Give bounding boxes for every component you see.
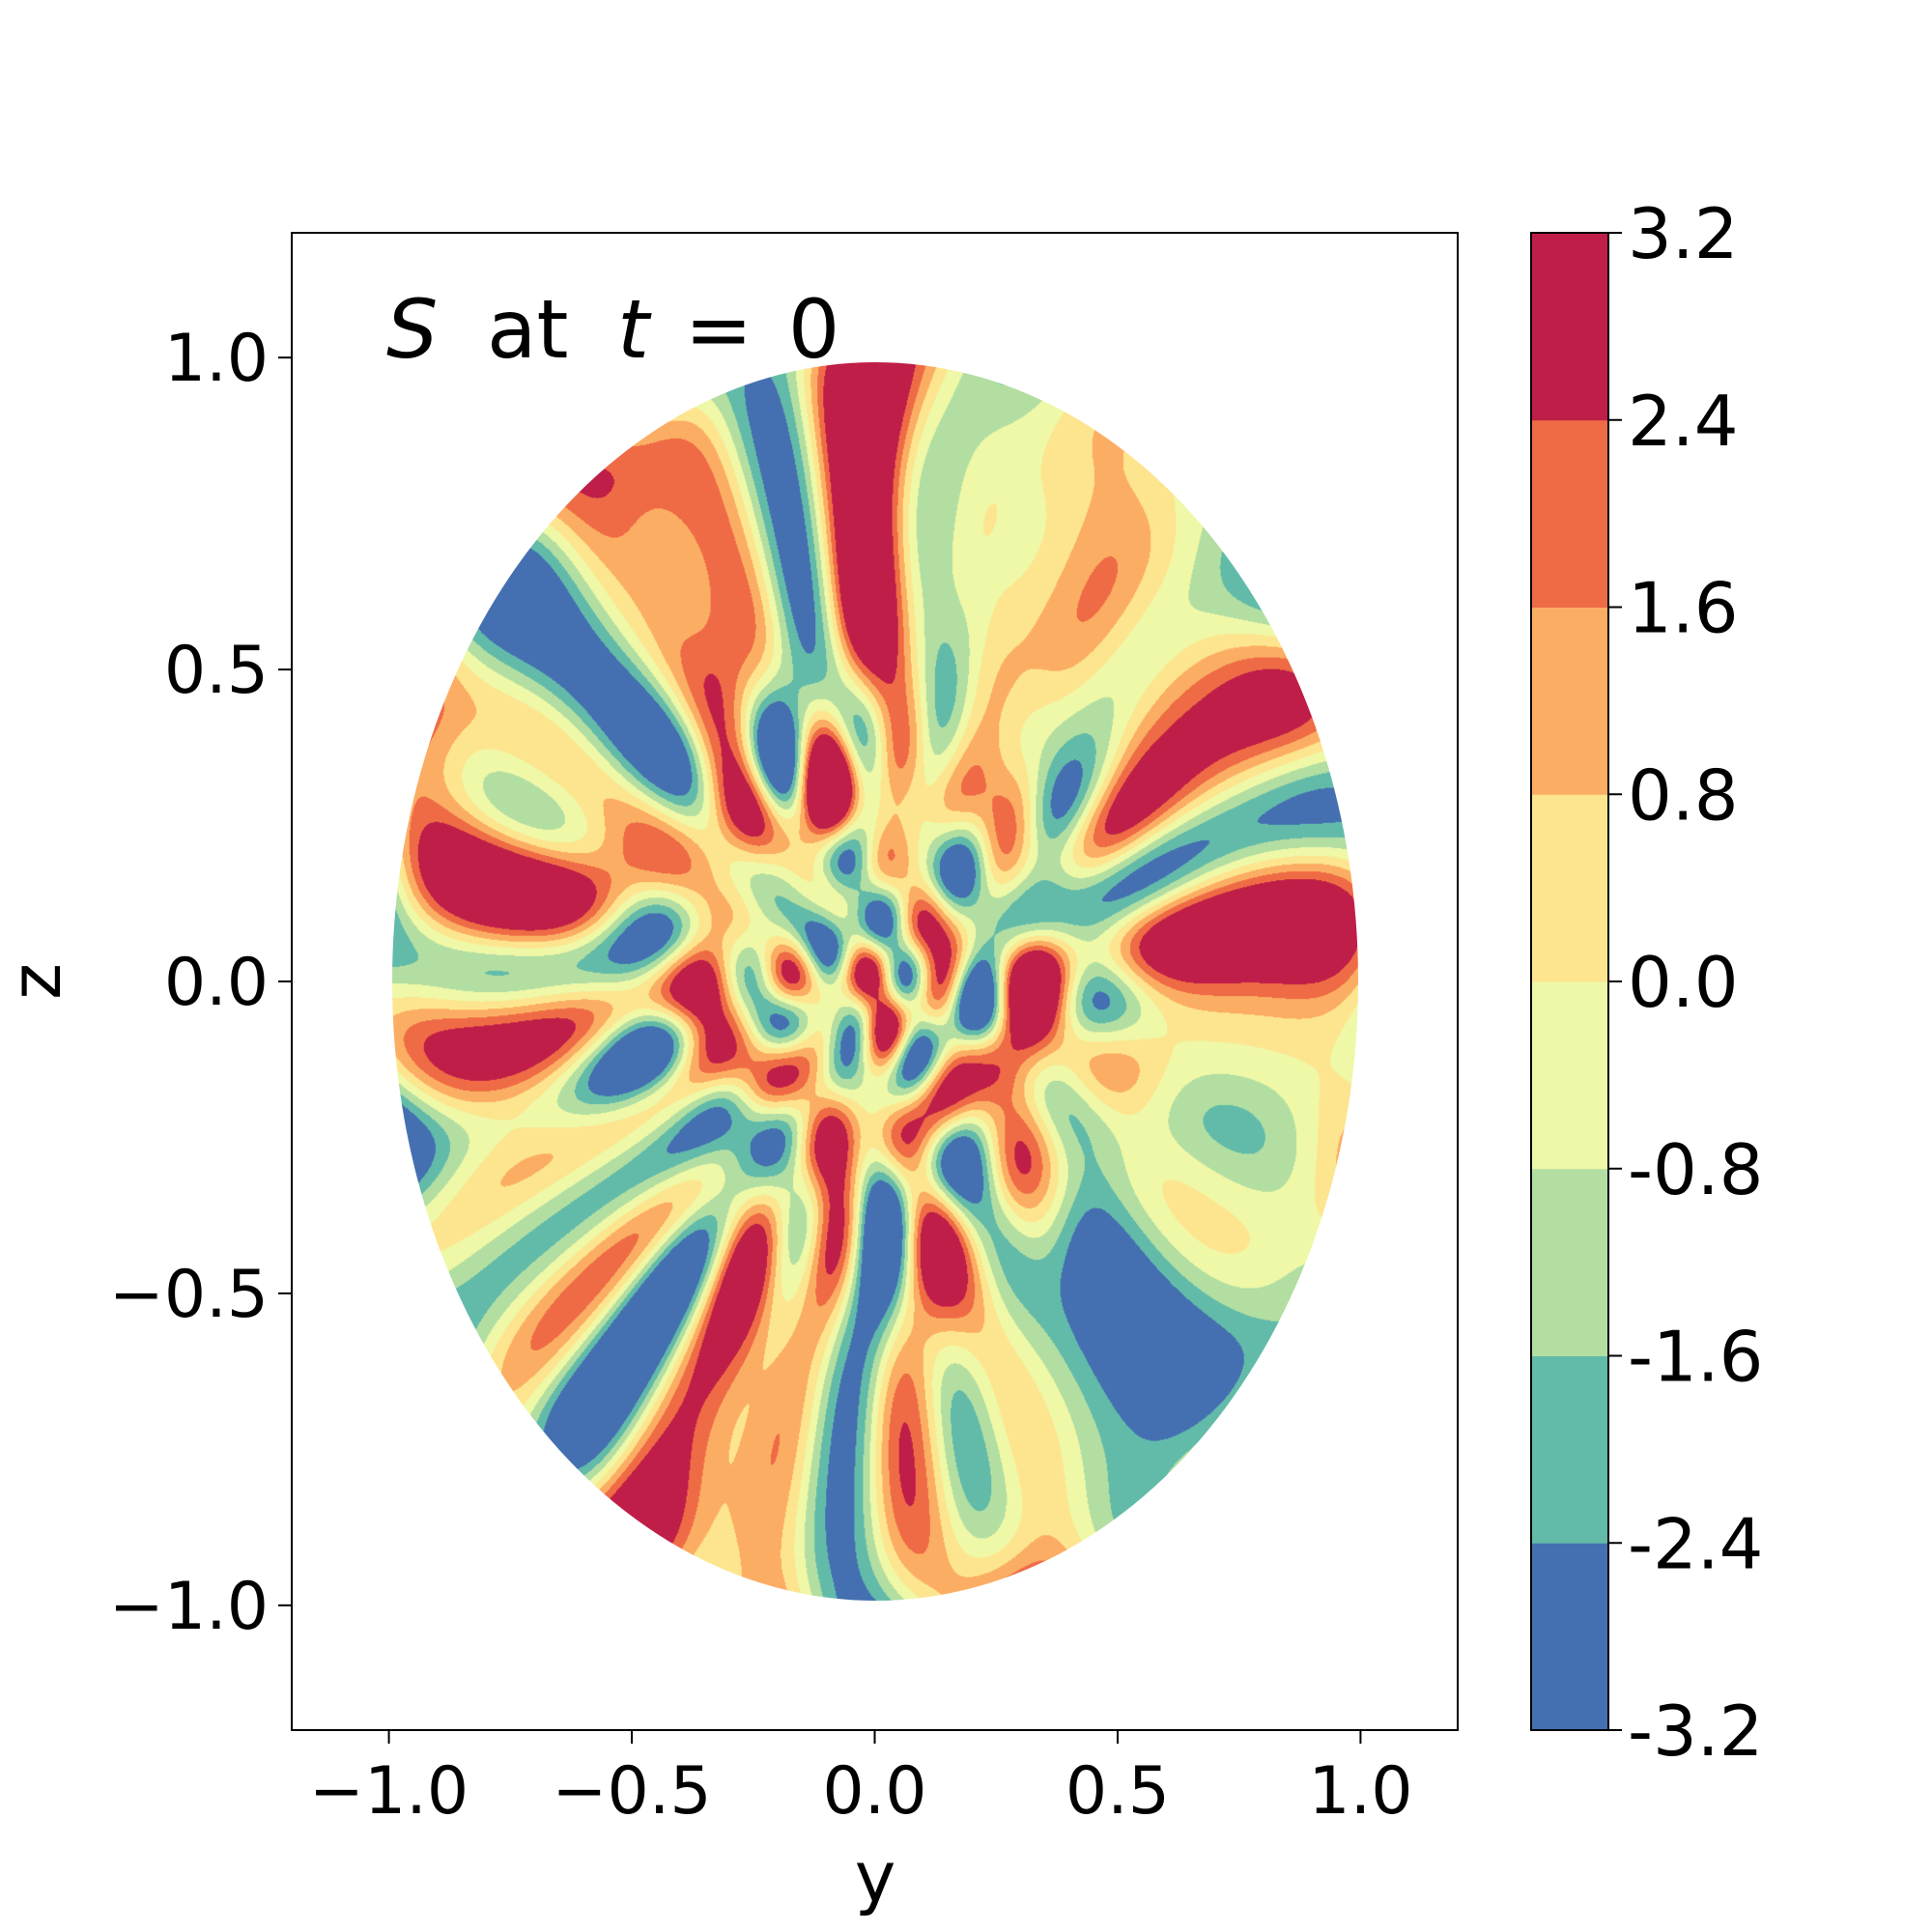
y-tick-label: −0.5	[109, 1257, 269, 1333]
x-axis: −1.0 −0.5 0.0 0.5 1.0	[309, 1730, 1412, 1830]
x-tick-label: 1.0	[1308, 1753, 1412, 1830]
colorbar-tick-label: 0.0	[1628, 942, 1739, 1023]
colorbar: -3.2 -2.4 -1.6 -0.8 0.0 0.8 1.6 2.4 3.2	[1530, 193, 1763, 1772]
annotation-val: 0	[788, 282, 839, 377]
colorbar-segment	[1531, 419, 1608, 608]
colorbar-segment	[1531, 233, 1608, 421]
contour-field-raster	[392, 362, 1358, 1601]
x-tick-label: 0.0	[822, 1753, 926, 1830]
contour-field	[392, 362, 1358, 1601]
annotation-text: at	[487, 282, 568, 377]
annotation-var: t	[617, 282, 652, 377]
y-tick-label: 0.0	[164, 945, 269, 1021]
colorbar-tick-label: 2.4	[1628, 381, 1739, 462]
colorbar-segment	[1531, 1543, 1608, 1731]
colorbar-tick-label: 3.2	[1628, 193, 1739, 274]
y-tick-label: −1.0	[109, 1569, 269, 1645]
colorbar-tick-label: -3.2	[1628, 1690, 1763, 1772]
annotation-symbol: S	[386, 282, 438, 377]
colorbar-segment	[1531, 607, 1608, 795]
x-axis-label: y	[855, 1836, 896, 1918]
colorbar-tick-label: 1.6	[1628, 568, 1739, 649]
colorbar-tick-label: -1.6	[1628, 1317, 1763, 1398]
colorbar-segment	[1531, 794, 1608, 982]
colorbar-tick-label: -0.8	[1628, 1129, 1763, 1210]
colorbar-segment	[1531, 1168, 1608, 1356]
x-tick-label: 0.5	[1065, 1753, 1170, 1830]
y-tick-label: 1.0	[164, 321, 269, 397]
colorbar-tick-label: -2.4	[1628, 1503, 1763, 1584]
annotation-eq: =	[685, 282, 753, 377]
colorbar-tick-label: 0.8	[1628, 754, 1739, 836]
colorbar-segment	[1531, 1355, 1608, 1544]
time-annotation: S at t = 0	[386, 282, 839, 377]
x-tick-label: −1.0	[309, 1753, 469, 1830]
x-tick-label: −0.5	[552, 1753, 711, 1830]
y-axis: −1.0 −0.5 0.0 0.5 1.0	[109, 321, 292, 1645]
y-axis-label: z	[0, 963, 76, 1000]
colorbar-segment	[1531, 981, 1608, 1170]
y-tick-label: 0.5	[164, 633, 269, 709]
